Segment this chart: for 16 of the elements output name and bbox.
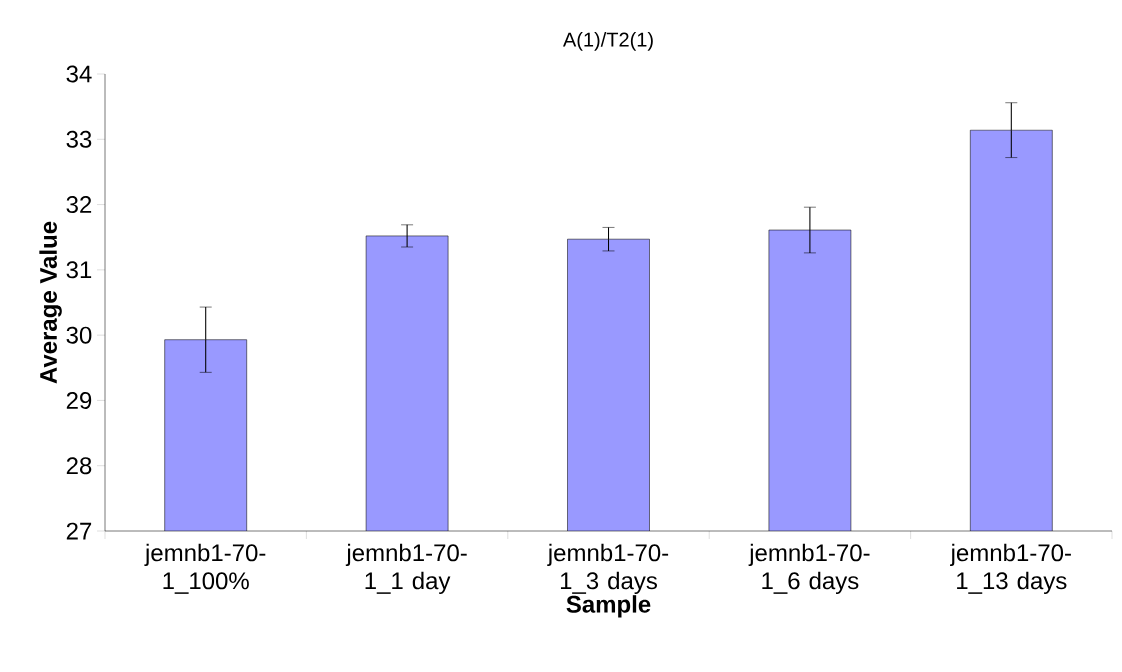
x-tick-label: jemnb1-70-1_13 days <box>950 543 1071 595</box>
x-axis-title: Sample <box>566 595 651 618</box>
y-tick-label: 34 <box>66 65 92 83</box>
y-tick-label: 29 <box>66 391 92 409</box>
y-tick-label: 30 <box>66 326 92 344</box>
y-tick-label: 32 <box>66 196 92 214</box>
y-axis-title: Average Value <box>39 221 62 384</box>
y-tick-label: 28 <box>66 457 92 475</box>
x-tick-label: jemnb1-70-1_6 days <box>748 543 870 595</box>
x-tick-label: jemnb1-70-1_1 day <box>345 543 467 595</box>
y-tick-label: 31 <box>66 261 92 279</box>
x-tick-label: jemnb1-70-1_100% <box>144 543 266 594</box>
y-tick-label: 27 <box>66 522 92 540</box>
y-tick-label: 33 <box>66 130 92 148</box>
x-tick-label: jemnb1-70-1_3 days <box>547 543 669 595</box>
chart-title: A(1)/T2(1) <box>562 32 653 51</box>
